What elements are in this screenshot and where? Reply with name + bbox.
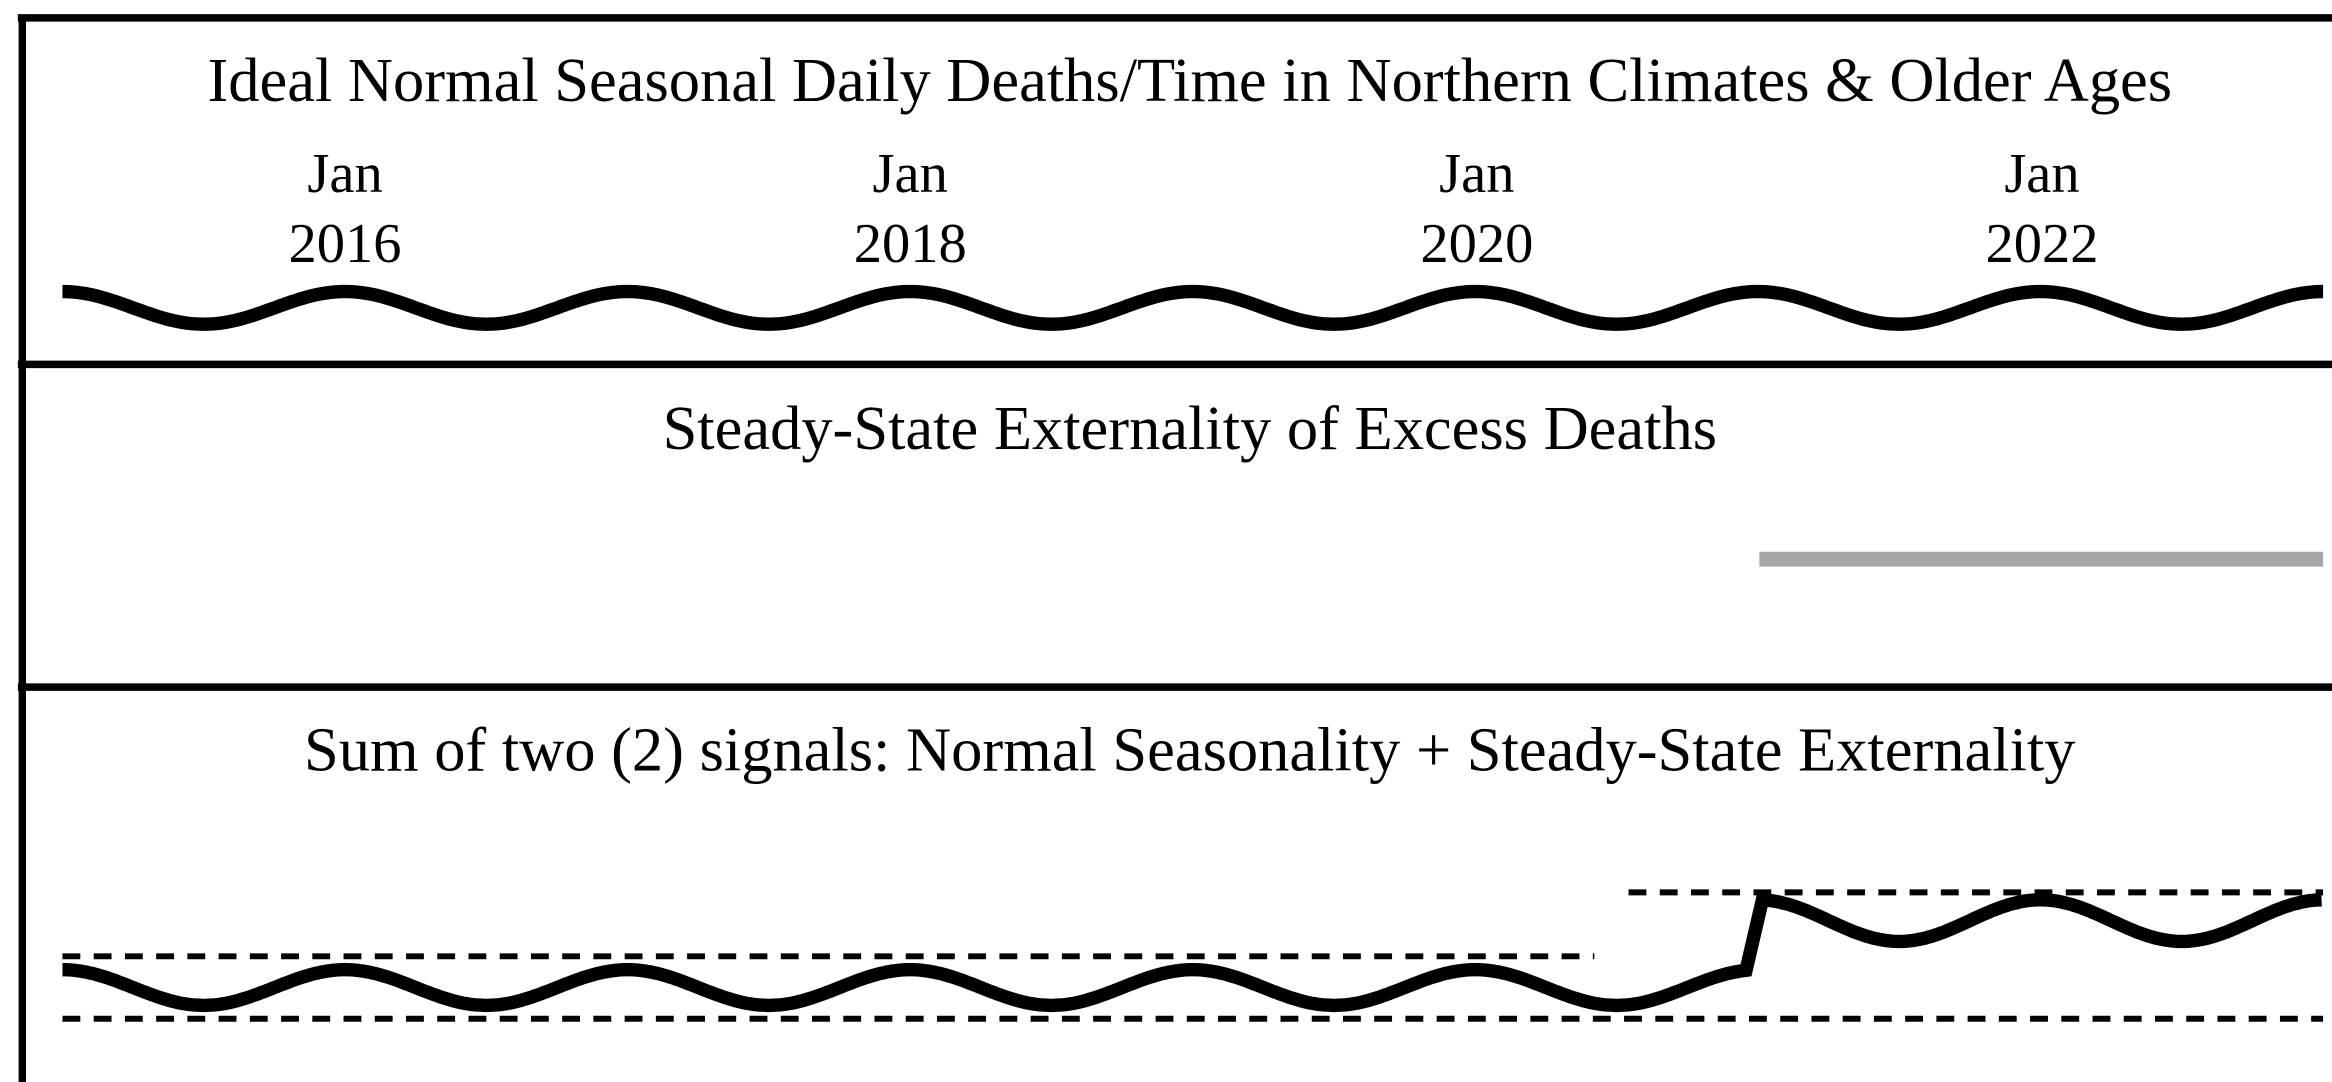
tick-year: 2018 — [854, 213, 967, 275]
tick-month: Jan — [2004, 143, 2079, 205]
tick-year: 2022 — [1985, 213, 2098, 275]
tick-year: 2016 — [289, 213, 402, 275]
tick-month: Jan — [307, 143, 382, 205]
seasonal-wave — [62, 284, 2324, 331]
panel-title: Steady-State Externality of Excess Death… — [663, 393, 1717, 463]
tick-month: Jan — [873, 143, 948, 205]
tick-month: Jan — [1439, 143, 1514, 205]
tick-year: 2020 — [1420, 213, 1533, 275]
panel-title: Sum of two (2) signals: Normal Seasonali… — [304, 714, 2075, 784]
sum-wave — [62, 892, 2322, 1013]
time-labels: Jan 2016 Jan 2018 Jan 2020 Jan 2022 — [289, 143, 2099, 275]
panel-title: Ideal Normal Seasonal Daily Deaths/Time … — [207, 45, 2172, 115]
